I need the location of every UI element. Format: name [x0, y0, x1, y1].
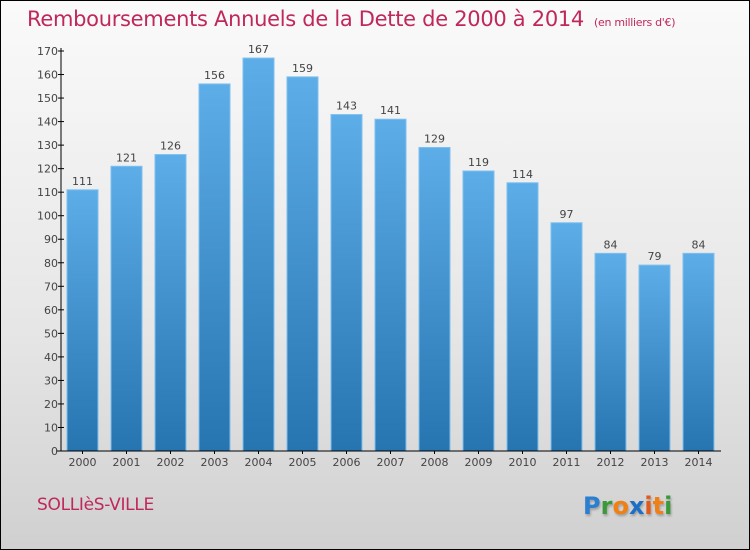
data-label-2009: 119: [468, 156, 489, 169]
data-label-2007: 141: [380, 104, 401, 117]
bar-2000: [66, 189, 99, 452]
data-label-2013: 79: [648, 250, 662, 263]
y-tick-label-120: 120: [37, 163, 58, 176]
bar-2011: [550, 222, 583, 452]
y-tick-label-170: 170: [37, 45, 58, 58]
bar-2001: [110, 165, 143, 452]
y-tick-label-10: 10: [44, 421, 58, 434]
bar-2007: [374, 118, 407, 452]
data-label-2010: 114: [512, 168, 533, 181]
data-label-2005: 159: [292, 62, 313, 75]
title-text: Remboursements Annuels de la Dette de 20…: [27, 7, 584, 31]
bar-2004: [242, 57, 275, 452]
data-label-2001: 121: [116, 151, 137, 164]
x-tick-label-2011: 2011: [553, 456, 581, 469]
data-label-2011: 97: [560, 208, 574, 221]
x-tick-label-2002: 2002: [157, 456, 185, 469]
x-tick-label-2012: 2012: [597, 456, 625, 469]
data-label-2008: 129: [424, 132, 445, 145]
x-tick-label-2003: 2003: [201, 456, 229, 469]
bars-group: 111 121 126 156 167 159 143 141 129 119 114 97 84 79 8…: [66, 43, 715, 452]
y-tick-label-40: 40: [44, 351, 58, 364]
logo-letter: x: [628, 492, 645, 520]
y-tick-label-160: 160: [37, 69, 58, 82]
y-tick-label-30: 30: [44, 374, 58, 387]
data-label-2006: 143: [336, 100, 357, 113]
data-label-2012: 84: [604, 238, 618, 251]
x-tick-label-2007: 2007: [377, 456, 405, 469]
bar-2012: [594, 252, 627, 452]
y-tick-label-20: 20: [44, 398, 58, 411]
proxiti-logo: Proxiti: [583, 492, 672, 520]
y-tick-label-90: 90: [44, 233, 58, 246]
logo-letter: r: [600, 492, 613, 520]
bar-2010: [506, 182, 539, 452]
bar-2006: [330, 114, 363, 452]
data-label-2014: 84: [692, 238, 706, 251]
y-tick-label-130: 130: [37, 139, 58, 152]
x-tick-label-2001: 2001: [113, 456, 141, 469]
data-label-2003: 156: [204, 69, 225, 82]
x-tick-label-2000: 2000: [69, 456, 97, 469]
unit-label: (en milliers d'€): [594, 16, 676, 29]
bar-2008: [418, 146, 451, 452]
x-tick-label-2006: 2006: [333, 456, 361, 469]
x-tick-label-2005: 2005: [289, 456, 317, 469]
y-tick-label-60: 60: [44, 304, 58, 317]
data-label-2002: 126: [160, 140, 181, 153]
x-tick-label-2014: 2014: [685, 456, 713, 469]
y-tick-label-0: 0: [51, 445, 58, 458]
bar-2002: [154, 154, 187, 452]
logo-letter: t: [652, 492, 665, 520]
y-tick-label-70: 70: [44, 280, 58, 293]
y-tick-label-110: 110: [37, 186, 58, 199]
bar-2014: [682, 252, 715, 452]
bar-2003: [198, 83, 231, 452]
city-name: SOLLIèS-VILLE: [37, 495, 154, 515]
logo-letter: o: [612, 492, 629, 520]
x-tick-label-2013: 2013: [641, 456, 669, 469]
bar-2013: [638, 264, 671, 452]
x-tick-label-2008: 2008: [421, 456, 449, 469]
y-tick-label-140: 140: [37, 116, 58, 129]
chart-title: Remboursements Annuels de la Dette de 20…: [27, 7, 675, 31]
axes-group: 2000 2001 2002 2003 2004 2005 2006 2007 2008 2009…: [37, 45, 721, 469]
x-tick-label-2010: 2010: [509, 456, 537, 469]
bar-2005: [286, 76, 319, 452]
y-tick-label-80: 80: [44, 257, 58, 270]
logo-letter: i: [664, 492, 673, 520]
x-tick-label-2009: 2009: [465, 456, 493, 469]
logo-letter: i: [644, 492, 653, 520]
y-tick-label-100: 100: [37, 210, 58, 223]
x-tick-label-2004: 2004: [245, 456, 273, 469]
data-label-2000: 111: [72, 175, 93, 188]
logo-letter: P: [583, 492, 601, 520]
y-tick-label-150: 150: [37, 92, 58, 105]
data-label-2004: 167: [248, 43, 269, 56]
y-tick-label-50: 50: [44, 327, 58, 340]
bar-2009: [462, 170, 495, 452]
